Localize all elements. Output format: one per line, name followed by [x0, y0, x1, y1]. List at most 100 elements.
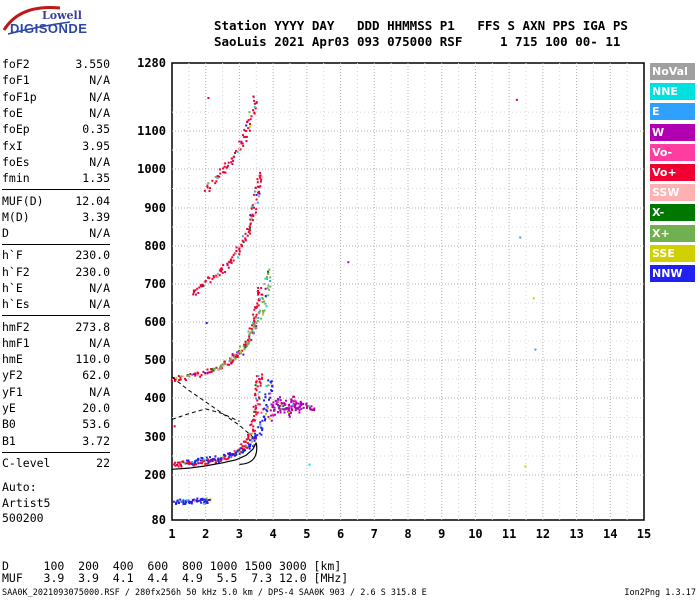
echo-point	[265, 305, 268, 308]
echo-point	[259, 309, 261, 312]
echo-point	[252, 321, 254, 324]
echo-point	[180, 464, 182, 467]
echo-point	[244, 440, 247, 443]
echo-point	[270, 414, 273, 417]
param-row: MUF(D) 12.04	[2, 192, 110, 208]
echo-point	[197, 372, 200, 375]
echo-point	[249, 232, 252, 235]
echo-point	[217, 459, 220, 462]
param-row: h`E N/A	[2, 280, 110, 296]
echo-point	[248, 338, 251, 341]
echo-point	[222, 456, 225, 459]
echo-point	[245, 124, 248, 127]
echo-point	[270, 403, 273, 406]
echo-point	[193, 498, 196, 501]
echo-point	[175, 502, 177, 505]
echo-point	[264, 294, 267, 297]
echo-point	[250, 420, 253, 423]
param-key: fxI	[2, 138, 23, 153]
legend-entry-vo-: Vo-	[650, 143, 695, 161]
echo-point	[248, 228, 250, 231]
echo-point-isolated	[524, 465, 527, 468]
echo-point	[176, 464, 178, 466]
param-key: h`F2	[2, 264, 30, 279]
echo-point	[255, 375, 258, 378]
echo-point	[311, 408, 314, 411]
echo-point	[194, 293, 197, 296]
echo-point	[249, 443, 252, 446]
echo-point	[265, 404, 268, 406]
echo-point	[256, 178, 259, 181]
echo-point	[294, 404, 297, 407]
echo-point	[298, 409, 301, 412]
echo-point	[270, 380, 273, 383]
footer-muf-row: MUF 3.9 3.9 4.1 4.4 4.9 5.5 7.3 12.0 [MH…	[2, 571, 349, 585]
y-tick-label: 300	[144, 430, 166, 444]
param-row: hmF2 273.8	[2, 318, 110, 334]
echo-point	[269, 409, 272, 412]
echo-point	[231, 361, 234, 364]
echo-point	[288, 407, 291, 410]
echo-point	[255, 322, 258, 325]
echo-point	[269, 280, 272, 282]
echo-point	[261, 429, 264, 432]
echo-point	[219, 172, 222, 175]
echo-point	[257, 291, 259, 294]
echo-point	[244, 346, 247, 349]
echo-point	[290, 407, 293, 410]
echo-point	[200, 501, 203, 504]
echo-point	[223, 362, 226, 365]
echo-point	[192, 373, 195, 376]
echo-point	[288, 411, 290, 414]
echo-point	[254, 408, 257, 411]
echo-point	[253, 99, 256, 102]
echo-point	[214, 175, 217, 178]
echo-point	[263, 300, 266, 303]
echo-point	[288, 409, 291, 412]
echo-point	[251, 204, 254, 207]
legend-entry-x-: X+	[650, 224, 695, 242]
echo-point	[213, 367, 215, 370]
echo-point	[299, 400, 302, 403]
echo-point	[310, 405, 313, 408]
echo-point	[187, 459, 190, 462]
echo-point	[174, 379, 176, 382]
echo-point	[210, 368, 213, 370]
param-value: 3.550	[75, 57, 110, 72]
echo-point	[179, 376, 182, 379]
echo-point	[252, 325, 255, 328]
echo-point	[272, 401, 275, 404]
echo-point	[241, 447, 244, 450]
file-info: SAA0K_2021093075000.RSF / 280fx256h 50 k…	[2, 588, 427, 598]
echo-point	[245, 135, 248, 138]
legend-entry-w: W	[650, 123, 695, 141]
echo-point	[306, 405, 309, 407]
echo-point	[243, 348, 246, 351]
echo-point	[209, 459, 212, 462]
echo-point	[292, 403, 295, 406]
echo-point	[243, 343, 246, 346]
param-separator	[2, 315, 110, 317]
header-line1: Station YYYY DAY DDD HHMMSS P1 FFS S AXN…	[214, 18, 628, 33]
echo-point	[215, 274, 218, 277]
echo-point	[191, 500, 193, 503]
echo-point	[230, 362, 233, 365]
echo-point-isolated	[347, 261, 350, 264]
echo-point	[261, 377, 264, 380]
echo-point	[264, 419, 266, 422]
x-tick-label: 2	[202, 527, 209, 541]
echo-point	[258, 380, 261, 383]
param-key: foF2	[2, 57, 30, 72]
echo-point	[256, 305, 259, 308]
param-key: foEp	[2, 122, 30, 137]
x-tick-label: 8	[404, 527, 411, 541]
echo-point	[313, 408, 315, 411]
param-key: yF1	[2, 384, 23, 399]
param-key: foEs	[2, 154, 30, 169]
echo-point	[286, 408, 289, 411]
echo-point	[253, 206, 255, 209]
echo-point	[216, 275, 219, 278]
echo-point	[176, 499, 179, 502]
echo-point	[244, 130, 247, 132]
echo-point	[186, 374, 189, 377]
